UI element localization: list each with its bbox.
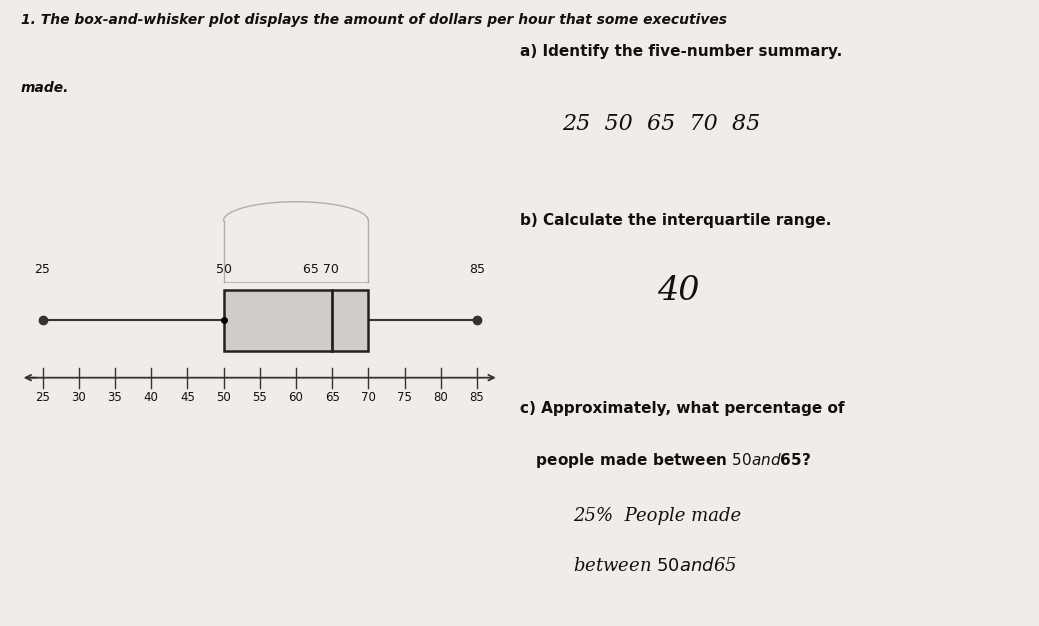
- Text: 65: 65: [325, 391, 340, 404]
- Text: 50: 50: [216, 391, 231, 404]
- Text: 40: 40: [658, 275, 700, 307]
- Text: 25: 25: [34, 263, 51, 276]
- Text: 70: 70: [361, 391, 376, 404]
- Text: 35: 35: [108, 391, 123, 404]
- Text: b) Calculate the interquartile range.: b) Calculate the interquartile range.: [520, 213, 831, 228]
- Text: 25  50  65  70  85: 25 50 65 70 85: [562, 113, 761, 135]
- Text: between $50 and $65: between $50 and $65: [572, 557, 737, 575]
- Text: 65 70: 65 70: [303, 263, 340, 276]
- Text: 85: 85: [469, 263, 485, 276]
- Text: 50: 50: [215, 263, 232, 276]
- Text: 55: 55: [252, 391, 267, 404]
- Text: 30: 30: [72, 391, 86, 404]
- Text: made.: made.: [21, 81, 70, 95]
- Text: 75: 75: [397, 391, 412, 404]
- Text: 40: 40: [143, 391, 159, 404]
- Text: 60: 60: [289, 391, 303, 404]
- Text: 45: 45: [180, 391, 194, 404]
- Text: 25%  People made: 25% People made: [572, 507, 741, 525]
- Text: 25: 25: [35, 391, 50, 404]
- Text: 1. The box-and-whisker plot displays the amount of dollars per hour that some ex: 1. The box-and-whisker plot displays the…: [21, 13, 726, 26]
- Bar: [223, 290, 369, 351]
- Text: 85: 85: [470, 391, 484, 404]
- Text: people made between $50 and $65?: people made between $50 and $65?: [520, 451, 810, 470]
- Text: c) Approximately, what percentage of: c) Approximately, what percentage of: [520, 401, 845, 416]
- Text: a) Identify the five-number summary.: a) Identify the five-number summary.: [520, 44, 842, 59]
- Text: 80: 80: [433, 391, 448, 404]
